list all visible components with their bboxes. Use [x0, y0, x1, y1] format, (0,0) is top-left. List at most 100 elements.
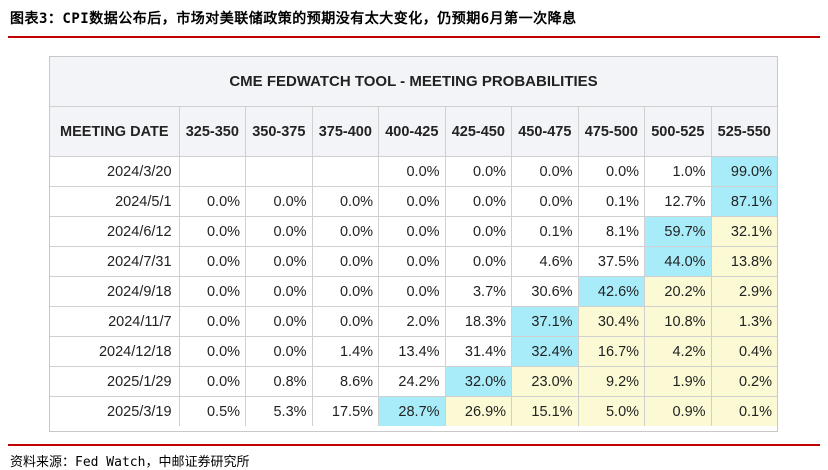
table-row: 2024/6/12 0.0% 0.0% 0.0% 0.0% 0.0% 0.1% 8.1% 59.…: [50, 216, 777, 247]
probability-cell: 1.3%: [711, 306, 777, 337]
figure-title: 图表3：CPI数据公布后，市场对美联储政策的预期没有太大变化，仍预期6月第一次降…: [10, 11, 577, 27]
probability-cell: 5.3%: [245, 396, 313, 426]
header-rate-range: 400-425: [378, 107, 446, 157]
probability-cell: 0.9%: [644, 396, 712, 426]
probability-cell: 0.0%: [445, 246, 513, 277]
probability-cell: 87.1%: [711, 186, 777, 217]
probability-cell: 9.2%: [578, 366, 646, 397]
probability-cell: 0.0%: [245, 336, 313, 367]
probability-cell: 1.4%: [312, 336, 380, 367]
bottom-divider: [8, 444, 820, 446]
probability-cell: 0.0%: [578, 156, 646, 187]
meeting-date-cell: 2025/3/19: [50, 396, 180, 426]
header-meeting-date: MEETING DATE: [50, 107, 180, 157]
probability-cell: 0.0%: [511, 186, 579, 217]
table-row: 2025/1/29 0.0% 0.8% 8.6% 24.2% 32.0% 23.0% 9.2%…: [50, 366, 777, 397]
probability-cell: 44.0%: [644, 246, 712, 277]
probability-cell: 31.4%: [445, 336, 513, 367]
probability-cell: 0.0%: [179, 216, 247, 247]
probability-cell: 8.1%: [578, 216, 646, 247]
probability-cell: 0.0%: [179, 246, 247, 277]
probability-cell: 32.1%: [711, 216, 777, 247]
meeting-date-cell: 2024/9/18: [50, 276, 180, 307]
probability-cell: 5.0%: [578, 396, 646, 426]
probability-cell: 20.2%: [644, 276, 712, 307]
probability-cell: 0.0%: [312, 276, 380, 307]
probability-cell: 15.1%: [511, 396, 579, 426]
source-note: 资料来源：Fed Watch，中邮证券研究所: [10, 455, 250, 470]
meeting-date-cell: 2024/3/20: [50, 156, 180, 187]
meeting-probabilities-table: MEETING DATE 325-350 350-375 375-400 400-425…: [50, 107, 777, 426]
probability-cell: 0.8%: [245, 366, 313, 397]
header-rate-range: 375-400: [312, 107, 380, 157]
header-rate-range: 425-450: [445, 107, 513, 157]
probability-cell: 0.0%: [378, 276, 446, 307]
table-row: 2024/3/20 0.0% 0.0% 0.0% 0.0% 1.0% 99.0%: [50, 156, 777, 187]
probability-cell: 0.0%: [312, 306, 380, 337]
probability-cell: [312, 156, 380, 187]
probability-cell: 18.3%: [445, 306, 513, 337]
probability-cell: 10.8%: [644, 306, 712, 337]
probability-cell: 0.0%: [312, 246, 380, 277]
meeting-date-cell: 2024/11/7: [50, 306, 180, 337]
probability-cell: 0.0%: [378, 216, 446, 247]
table-body: 2024/3/20 0.0% 0.0% 0.0% 0.0% 1.0% 99.0% 2024/5…: [50, 156, 777, 426]
probability-cell: 59.7%: [644, 216, 712, 247]
probability-cell: 0.0%: [245, 276, 313, 307]
probability-cell: 0.0%: [378, 186, 446, 217]
probability-cell: 4.2%: [644, 336, 712, 367]
probability-cell: 28.7%: [378, 396, 446, 426]
probability-cell: 32.4%: [511, 336, 579, 367]
fedwatch-table-panel: CME FEDWATCH TOOL - MEETING PROBABILITIE…: [49, 56, 778, 432]
probability-cell: 0.0%: [445, 186, 513, 217]
probability-cell: 0.0%: [445, 156, 513, 187]
meeting-date-cell: 2025/1/29: [50, 366, 180, 397]
probability-cell: 0.0%: [179, 186, 247, 217]
probability-cell: 0.0%: [245, 186, 313, 217]
table-row: 2024/12/18 0.0% 0.0% 1.4% 13.4% 31.4% 32.4% 16.…: [50, 336, 777, 367]
probability-cell: 37.1%: [511, 306, 579, 337]
table-row: 2025/3/19 0.5% 5.3% 17.5% 28.7% 26.9% 15.1% 5.0…: [50, 396, 777, 426]
probability-cell: 12.7%: [644, 186, 712, 217]
probability-cell: 0.1%: [711, 396, 777, 426]
probability-cell: 0.0%: [511, 156, 579, 187]
header-rate-range: 350-375: [245, 107, 313, 157]
probability-cell: 17.5%: [312, 396, 380, 426]
probability-cell: 0.0%: [179, 276, 247, 307]
probability-cell: 16.7%: [578, 336, 646, 367]
probability-cell: 0.0%: [179, 366, 247, 397]
table-row: 2024/5/1 0.0% 0.0% 0.0% 0.0% 0.0% 0.0% 0.1% 12.7…: [50, 186, 777, 217]
meeting-date-cell: 2024/6/12: [50, 216, 180, 247]
probability-cell: [179, 156, 247, 187]
probability-cell: 24.2%: [378, 366, 446, 397]
probability-cell: [245, 156, 313, 187]
probability-cell: 13.8%: [711, 246, 777, 277]
probability-cell: 0.0%: [378, 246, 446, 277]
probability-cell: 0.0%: [179, 336, 247, 367]
probability-cell: 30.4%: [578, 306, 646, 337]
probability-cell: 8.6%: [312, 366, 380, 397]
table-row: 2024/7/31 0.0% 0.0% 0.0% 0.0% 0.0% 4.6% 37.5% 44…: [50, 246, 777, 277]
probability-cell: 0.0%: [445, 216, 513, 247]
meeting-date-cell: 2024/12/18: [50, 336, 180, 367]
table-header-row: MEETING DATE 325-350 350-375 375-400 400-425…: [50, 107, 777, 157]
top-divider: [8, 36, 820, 38]
header-rate-range: 500-525: [644, 107, 712, 157]
probability-cell: 1.0%: [644, 156, 712, 187]
header-rate-range: 525-550: [711, 107, 777, 157]
meeting-date-cell: 2024/7/31: [50, 246, 180, 277]
probability-cell: 13.4%: [378, 336, 446, 367]
probability-cell: 0.0%: [245, 246, 313, 277]
probability-cell: 0.4%: [711, 336, 777, 367]
probability-cell: 23.0%: [511, 366, 579, 397]
probability-cell: 26.9%: [445, 396, 513, 426]
probability-cell: 0.0%: [312, 216, 380, 247]
table-row: 2024/9/18 0.0% 0.0% 0.0% 0.0% 3.7% 30.6% 42.6% 2…: [50, 276, 777, 307]
probability-cell: 2.0%: [378, 306, 446, 337]
probability-cell: 0.0%: [312, 186, 380, 217]
probability-cell: 37.5%: [578, 246, 646, 277]
probability-cell: 1.9%: [644, 366, 712, 397]
probability-cell: 42.6%: [578, 276, 646, 307]
meeting-date-cell: 2024/5/1: [50, 186, 180, 217]
table-title: CME FEDWATCH TOOL - MEETING PROBABILITIE…: [50, 57, 777, 107]
